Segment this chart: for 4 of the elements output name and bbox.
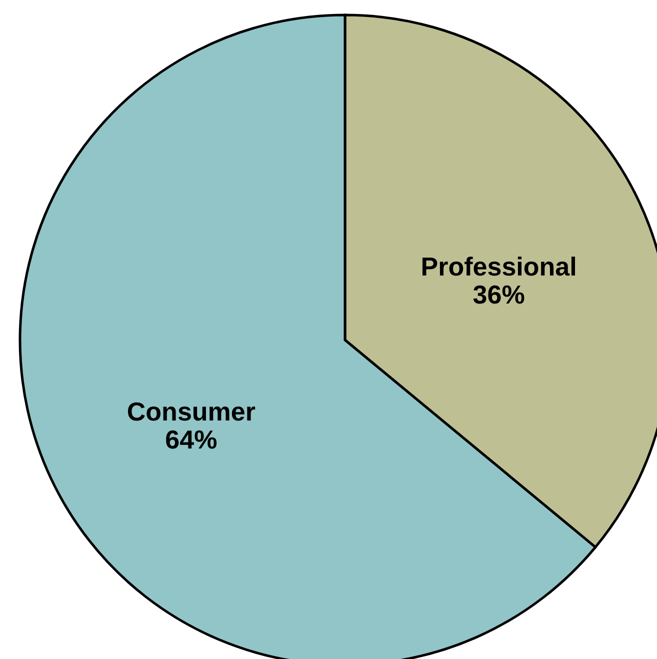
data-label: 36% xyxy=(472,280,525,310)
data-label: 64% xyxy=(165,424,218,454)
slice-label: Professional xyxy=(420,252,577,282)
slice-label: Consumer xyxy=(126,396,256,426)
